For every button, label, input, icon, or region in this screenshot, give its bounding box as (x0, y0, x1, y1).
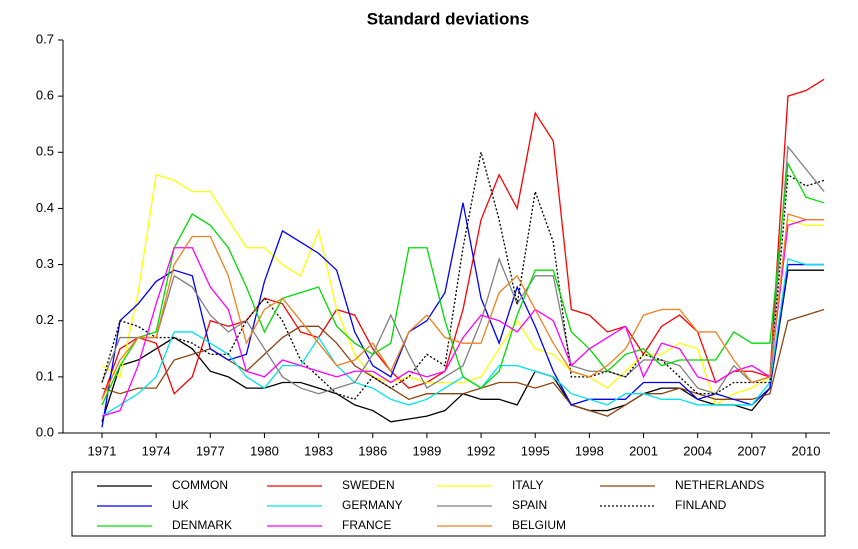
x-tick-label: 1980 (250, 443, 279, 458)
legend-label: NETHERLANDS (675, 478, 764, 492)
y-tick-label: 0.3 (36, 256, 54, 271)
series-line (101, 161, 825, 406)
y-tick-label: 0.4 (36, 200, 54, 215)
series-line (101, 202, 825, 428)
x-tick-label: 1986 (358, 443, 387, 458)
series-line (101, 144, 825, 395)
legend-label: SPAIN (512, 498, 547, 512)
x-tick-label: 1977 (196, 443, 225, 458)
y-tick-label: 0.1 (36, 368, 54, 383)
legend-label: UK (172, 498, 189, 512)
legend-label: FINLAND (675, 498, 727, 512)
series-line (101, 308, 825, 417)
series-line (101, 152, 825, 401)
legend-label: ITALY (512, 478, 544, 492)
y-tick-label: 0.2 (36, 312, 54, 327)
series-line (101, 173, 825, 406)
x-tick-label: 2010 (792, 443, 821, 458)
x-tick-label: 2004 (683, 443, 712, 458)
x-tick-label: 1992 (467, 443, 496, 458)
legend-label: GERMANY (342, 498, 403, 512)
series-line (101, 219, 825, 417)
x-tick-label: 1998 (575, 443, 604, 458)
x-tick-label: 1971 (88, 443, 117, 458)
series-line (101, 213, 825, 400)
series-line (101, 78, 825, 400)
x-tick-label: 2001 (629, 443, 658, 458)
x-tick-label: 1974 (142, 443, 171, 458)
y-tick-label: 0.7 (36, 31, 54, 46)
legend-box (71, 471, 826, 537)
x-tick-label: 2007 (737, 443, 766, 458)
chart-title: Standard deviations (367, 9, 529, 28)
legend-label: SWEDEN (342, 478, 395, 492)
legend-label: FRANCE (342, 518, 391, 532)
y-tick-label: 0.0 (36, 424, 54, 439)
legend-label: DENMARK (172, 518, 232, 532)
legend-label: COMMON (172, 478, 228, 492)
x-tick-label: 1989 (412, 443, 441, 458)
y-tick-label: 0.5 (36, 144, 54, 159)
x-tick-label: 1983 (304, 443, 333, 458)
legend-label: BELGIUM (512, 518, 566, 532)
y-tick-label: 0.6 (36, 88, 54, 103)
x-tick-label: 1995 (521, 443, 550, 458)
